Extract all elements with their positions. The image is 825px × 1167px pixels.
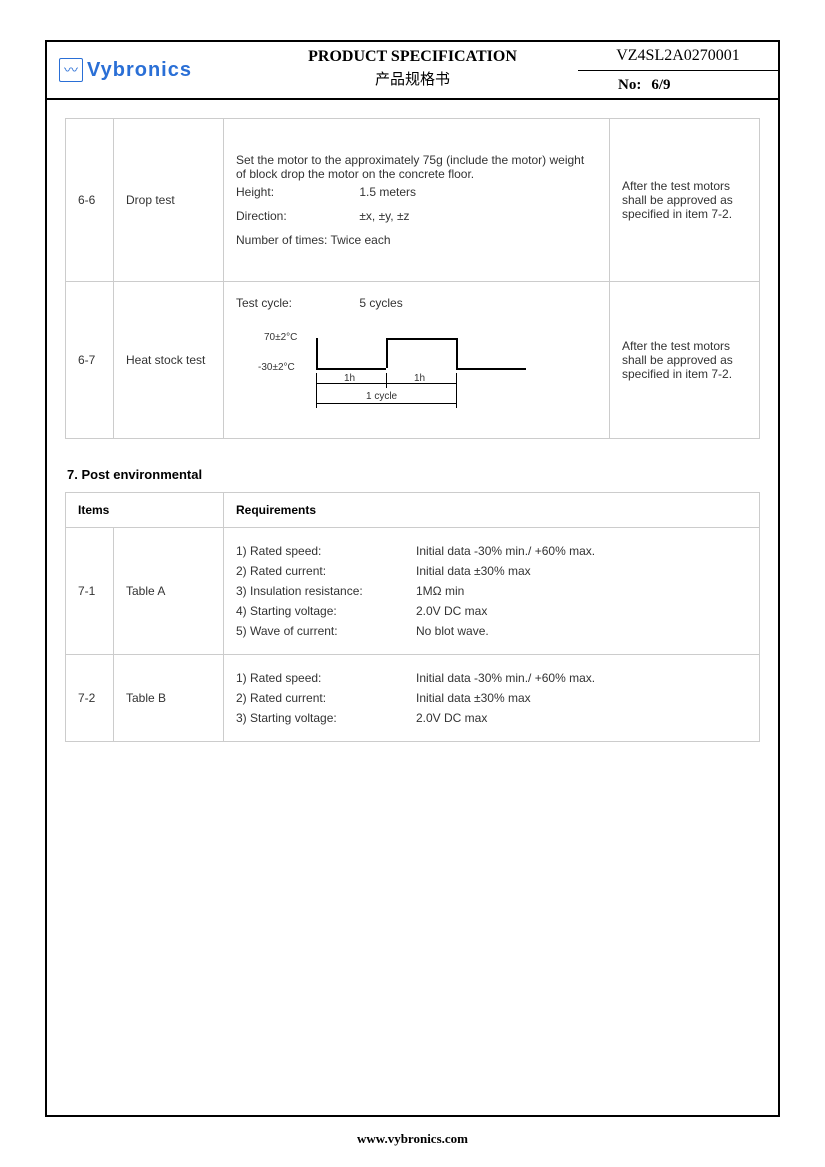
direction-label: Direction: bbox=[236, 209, 356, 223]
requirement-line: 2) Rated current:Initial data ±30% max bbox=[236, 691, 747, 705]
table-row: 6-6 Drop test Set the motor to the appro… bbox=[66, 119, 760, 282]
direction-value: ±x, ±y, ±z bbox=[359, 209, 409, 223]
row-description: Test cycle: 5 cycles 70±2°C -30±2°C bbox=[224, 282, 610, 439]
test-table: 6-6 Drop test Set the motor to the appro… bbox=[65, 118, 760, 439]
diagram-dim bbox=[456, 373, 457, 408]
req-value: Initial data ±30% max bbox=[416, 691, 531, 705]
table-row: 6-7 Heat stock test Test cycle: 5 cycles… bbox=[66, 282, 760, 439]
logo-text: Vybronics bbox=[87, 59, 192, 82]
table-row: 7-1 Table A 1) Rated speed:Initial data … bbox=[66, 528, 760, 655]
drop-direction: Direction: ±x, ±y, ±z bbox=[236, 209, 597, 223]
diagram-seg-right: 1h bbox=[414, 373, 425, 384]
section-7-title: 7. Post environmental bbox=[67, 467, 760, 482]
page-number: No: 6/9 bbox=[578, 71, 778, 100]
diagram-line bbox=[386, 338, 456, 340]
diagram-line bbox=[316, 338, 318, 368]
requirement-line: 5) Wave of current:No blot wave. bbox=[236, 624, 747, 638]
row-name: Table A bbox=[114, 528, 224, 655]
row-number: 7-2 bbox=[66, 655, 114, 742]
drop-intro: Set the motor to the approximately 75g (… bbox=[236, 153, 597, 181]
table-row: 7-2 Table B 1) Rated speed:Initial data … bbox=[66, 655, 760, 742]
wave-icon: 〰 bbox=[64, 63, 78, 77]
document-number: VZ4SL2A0270001 bbox=[578, 42, 778, 71]
diagram-seg-left: 1h bbox=[344, 373, 355, 384]
content: 6-6 Drop test Set the motor to the appro… bbox=[47, 100, 778, 742]
header-requirements: Requirements bbox=[224, 493, 760, 528]
row-requirements: 1) Rated speed:Initial data -30% min./ +… bbox=[224, 655, 760, 742]
page-label: No: bbox=[618, 77, 641, 94]
req-value: 1MΩ min bbox=[416, 584, 464, 598]
req-label: 4) Starting voltage: bbox=[236, 604, 416, 618]
req-value: Initial data ±30% max bbox=[416, 564, 531, 578]
header-items: Items bbox=[66, 493, 224, 528]
cycle-label: Test cycle: bbox=[236, 296, 356, 310]
requirement-line: 3) Starting voltage:2.0V DC max bbox=[236, 711, 747, 725]
row-name: Drop test bbox=[114, 119, 224, 282]
diagram-cycle-label: 1 cycle bbox=[366, 391, 397, 402]
row-number: 7-1 bbox=[66, 528, 114, 655]
requirement-line: 1) Rated speed:Initial data -30% min./ +… bbox=[236, 544, 747, 558]
logo-cell: 〰 Vybronics bbox=[47, 42, 247, 98]
title-english: PRODUCT SPECIFICATION bbox=[247, 48, 578, 66]
diagram-line bbox=[316, 368, 386, 370]
req-label: 3) Insulation resistance: bbox=[236, 584, 416, 598]
drop-height: Height: 1.5 meters bbox=[236, 185, 597, 199]
req-value: 2.0V DC max bbox=[416, 711, 487, 725]
cycle-value: 5 cycles bbox=[359, 296, 402, 310]
page-value: 6/9 bbox=[651, 77, 670, 94]
diagram-line bbox=[386, 338, 388, 368]
table-header-row: Items Requirements bbox=[66, 493, 760, 528]
req-label: 2) Rated current: bbox=[236, 691, 416, 705]
row-requirements: 1) Rated speed:Initial data -30% min./ +… bbox=[224, 528, 760, 655]
footer-url: www.vybronics.com bbox=[0, 1131, 825, 1147]
vybronics-logo-icon: 〰 bbox=[59, 58, 83, 82]
heat-shock-diagram: 70±2°C -30±2°C bbox=[286, 328, 556, 428]
row-name: Heat stock test bbox=[114, 282, 224, 439]
row-description: Set the motor to the approximately 75g (… bbox=[224, 119, 610, 282]
row-result: After the test motors shall be approved … bbox=[610, 282, 760, 439]
req-value: 2.0V DC max bbox=[416, 604, 487, 618]
diagram-dim bbox=[386, 373, 387, 388]
row-number: 6-6 bbox=[66, 119, 114, 282]
title-cell: PRODUCT SPECIFICATION 产品规格书 bbox=[247, 42, 578, 98]
cycle-line: Test cycle: 5 cycles bbox=[236, 296, 597, 310]
title-chinese: 产品规格书 bbox=[247, 68, 578, 89]
requirement-line: 4) Starting voltage:2.0V DC max bbox=[236, 604, 747, 618]
req-value: Initial data -30% min./ +60% max. bbox=[416, 544, 595, 558]
req-label: 2) Rated current: bbox=[236, 564, 416, 578]
post-environmental-table: Items Requirements 7-1 Table A 1) Rated … bbox=[65, 492, 760, 742]
requirement-line: 3) Insulation resistance:1MΩ min bbox=[236, 584, 747, 598]
row-name: Table B bbox=[114, 655, 224, 742]
height-value: 1.5 meters bbox=[359, 185, 416, 199]
req-label: 3) Starting voltage: bbox=[236, 711, 416, 725]
diagram-line bbox=[456, 338, 458, 368]
requirement-line: 1) Rated speed:Initial data -30% min./ +… bbox=[236, 671, 747, 685]
req-value: Initial data -30% min./ +60% max. bbox=[416, 671, 595, 685]
requirement-line: 2) Rated current:Initial data ±30% max bbox=[236, 564, 747, 578]
diagram-bottom-temp: -30±2°C bbox=[258, 362, 295, 373]
height-label: Height: bbox=[236, 185, 356, 199]
row-number: 6-7 bbox=[66, 282, 114, 439]
diagram-line bbox=[456, 368, 526, 370]
page-frame: 〰 Vybronics PRODUCT SPECIFICATION 产品规格书 … bbox=[45, 40, 780, 1117]
diagram-top-temp: 70±2°C bbox=[264, 332, 297, 343]
req-value: No blot wave. bbox=[416, 624, 489, 638]
req-label: 5) Wave of current: bbox=[236, 624, 416, 638]
diagram-dim bbox=[316, 403, 456, 404]
drop-times: Number of times: Twice each bbox=[236, 233, 597, 247]
row-result: After the test motors shall be approved … bbox=[610, 119, 760, 282]
header: 〰 Vybronics PRODUCT SPECIFICATION 产品规格书 … bbox=[47, 42, 778, 100]
document-number-cell: VZ4SL2A0270001 No: 6/9 bbox=[578, 42, 778, 98]
req-label: 1) Rated speed: bbox=[236, 671, 416, 685]
req-label: 1) Rated speed: bbox=[236, 544, 416, 558]
